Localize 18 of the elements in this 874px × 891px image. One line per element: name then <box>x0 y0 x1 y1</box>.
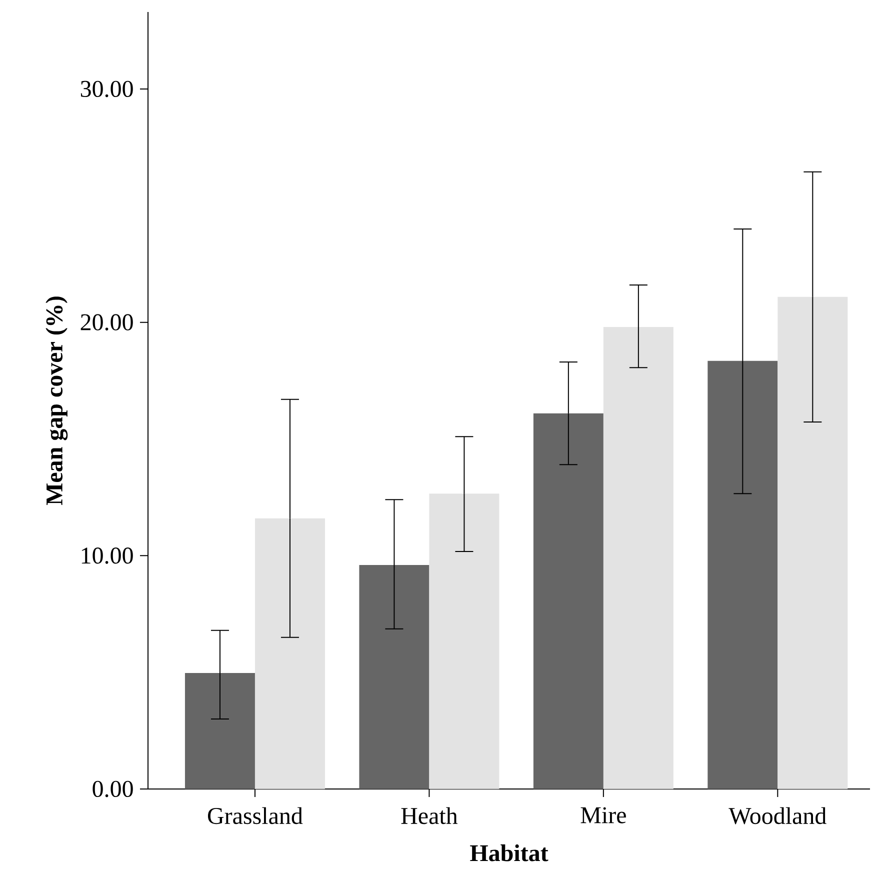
x-tick-label: Woodland <box>728 807 826 824</box>
y-tick-label: 10.00 <box>82 548 133 564</box>
bar <box>708 360 778 789</box>
bar <box>254 518 325 789</box>
y-axis-title: Mean gap cover (%) <box>46 296 68 506</box>
bar <box>778 296 848 789</box>
x-axis-title: Habitat <box>470 844 548 862</box>
x-tick-label: Heath <box>401 807 458 824</box>
y-tick-label: 0.00 <box>92 780 133 798</box>
y-tick-label: 20.00 <box>80 314 133 330</box>
bar <box>359 564 430 789</box>
bar <box>429 494 500 789</box>
bar <box>603 326 674 789</box>
y-tick-label: 30.00 <box>80 80 133 98</box>
x-tick-label: Grassland <box>208 807 303 824</box>
bar <box>533 413 604 789</box>
x-tick-label: Mire <box>580 807 626 824</box>
bar <box>184 673 255 789</box>
